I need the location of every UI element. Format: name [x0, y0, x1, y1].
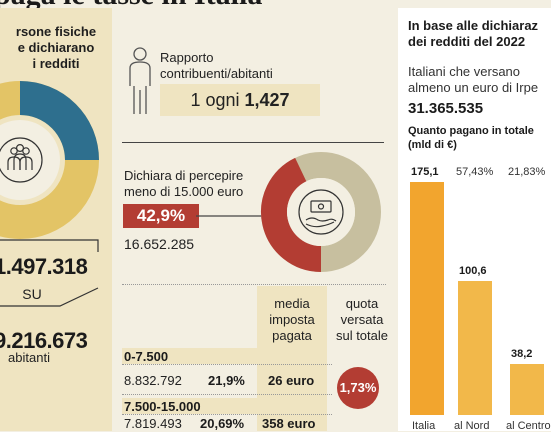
left-heading-line: i redditi [32, 56, 80, 71]
chart-question-line: (mld di €) [408, 139, 457, 151]
header-avg-tax-line: pagata [272, 328, 312, 343]
band-row-bg [122, 398, 257, 414]
under15k-count: 16.652.285 [124, 236, 195, 252]
left-bracket-bottom [0, 287, 99, 307]
avg-tax-column-bg [257, 286, 327, 431]
ratio-prefix: 1 ogni [190, 90, 245, 110]
right-heading-line: dei redditi del 2022 [408, 34, 526, 49]
total-taxpayers: 1.497.318 [0, 254, 88, 279]
band-count: 8.832.792 [124, 373, 182, 388]
under15k-label: Dichiara di percepire meno di 15.000 eur… [124, 168, 243, 200]
header-share-line: versata [340, 312, 384, 327]
page-title: paga le tasse in Italia [0, 0, 262, 8]
bar-category-label: al Nord [454, 420, 490, 432]
band-avg-tax: 358 euro [262, 416, 316, 431]
bar-italia [410, 182, 444, 415]
bar-value-label: 100,6 [459, 265, 487, 278]
bar-value-label: 38,2 [511, 348, 533, 361]
header-avg-tax-line: media [274, 296, 310, 311]
bar-percent-label: 57,43% [456, 166, 494, 178]
under15k-donut-chart [261, 152, 381, 272]
left-heading-line: e dichiarano [17, 40, 95, 55]
money-hand-icon [305, 200, 337, 228]
total-inhabitants: 9.216.673 [0, 328, 88, 353]
band-label: 0-7.500 [124, 349, 169, 364]
chart-question: Quanto pagano in totale (mld di €) [408, 124, 534, 152]
right-subtitle-line: almeno un euro di Irpe [408, 80, 539, 95]
inhabitants-label: abitanti [8, 350, 50, 365]
donut-red-segment [261, 157, 322, 272]
header-share-line: quota [345, 296, 379, 311]
ratio-label-line: contribuenti/abitanti [160, 66, 273, 81]
su-label: SU [22, 286, 42, 302]
left-bracket-top [0, 239, 99, 252]
bar-category-label: Italia [412, 420, 436, 432]
chart-question-line: Quanto pagano in totale [408, 125, 534, 137]
ratio-value-box: 1 ogni 1,427 [160, 84, 320, 116]
right-subtitle-line: Italiani che versano [408, 64, 521, 79]
band-percent: 20,69% [200, 416, 245, 431]
ratio-label-line: Rapporto [160, 50, 214, 65]
section-divider [122, 142, 384, 143]
under15k-percent: 42,9% [123, 204, 199, 228]
band-avg-tax: 26 euro [268, 373, 315, 388]
bar-percent-label: 21,83% [508, 166, 546, 178]
header-share-line: sul totale [335, 328, 389, 343]
header-avg-tax-line: imposta [269, 312, 315, 327]
band-label: 7.500-15.000 [124, 399, 201, 414]
table-top-rule [122, 284, 386, 285]
quota-badge: 1,73% [337, 367, 379, 409]
band-row-bg [122, 348, 257, 364]
right-subtitle: Italiani che versano almeno un euro di I… [408, 64, 538, 96]
people-icon-circle [0, 137, 43, 183]
under15k-label-line: meno di 15.000 euro [124, 184, 244, 199]
connector-line [196, 215, 262, 217]
right-heading: In base alle dichiaraz dei redditi del 2… [408, 18, 538, 50]
person-icon [129, 47, 151, 114]
left-donut-chart [0, 81, 99, 239]
band-percent: 21,9% [208, 373, 245, 388]
people-group-icon [7, 143, 33, 170]
ratio-value: 1,427 [244, 90, 290, 110]
payers-count: 31.365.535 [408, 100, 484, 117]
page-title-strip: paga le tasse in Italia [0, 0, 400, 8]
band-count: 7.819.493 [124, 416, 182, 431]
left-donut-hole [0, 120, 60, 200]
money-icon-circle [298, 189, 344, 235]
row-rule [122, 364, 332, 365]
bar-value-label: 175,1 [411, 166, 439, 178]
row-rule [122, 394, 332, 395]
header-avg-tax: media imposta pagata [257, 296, 327, 344]
tax-bar-chart: 175,1 Italia 100,6 57,43% al Nord 38,2 21,83% a… [398, 0, 551, 432]
right-heading-line: In base alle dichiaraz [408, 18, 539, 33]
bar-al-centro [510, 364, 544, 415]
under15k-label-line: Dichiara di percepire [124, 168, 244, 183]
row-rule [122, 414, 332, 415]
bar-al-nord [458, 281, 492, 415]
ratio-label: Rapporto contribuenti/abitanti [160, 50, 273, 82]
header-share: quota versata sul totale [330, 296, 394, 344]
left-heading-line: rsone fisiche [15, 24, 97, 39]
bar-category-label: al Centro [506, 420, 551, 432]
left-donut-blue-segment [19, 81, 99, 161]
left-heading: rsone fisiche e dichiarano i redditi [0, 24, 112, 72]
